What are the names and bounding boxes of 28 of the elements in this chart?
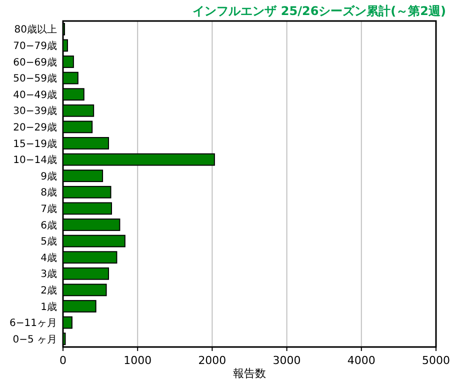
y-tick-label: 50−59歳 (13, 72, 57, 85)
y-tick-label: 20−29歳 (13, 121, 57, 134)
x-tick-label: 5000 (422, 354, 450, 367)
x-tick-label: 0 (60, 354, 66, 367)
y-tick-label: 2歳 (40, 284, 57, 296)
y-tick-label: 4歳 (40, 252, 57, 264)
y-tick-label: 1歳 (40, 300, 57, 313)
y-tick-label: 70−79歳 (13, 40, 57, 52)
x-tick-label: 1000 (124, 354, 152, 367)
y-tick-label: 15−19歳 (13, 138, 57, 150)
y-tick-label: 10−14歳 (13, 154, 57, 166)
y-tick-label: 9歳 (40, 170, 57, 182)
y-tick-label: 0−5 ヶ月 (12, 334, 57, 346)
y-tick-label: 3歳 (40, 268, 57, 280)
chart-title: インフルエンザ 25/26シーズン累計(～第2週) (192, 4, 446, 18)
y-tick-label: 6歳 (40, 219, 57, 232)
y-tick-label: 60−69歳 (13, 56, 57, 68)
x-tick-label: 2000 (198, 354, 226, 367)
y-tick-label: 80歳以上 (14, 24, 57, 36)
x-tick-label: 3000 (272, 354, 301, 367)
y-tick-label: 7歳 (40, 202, 57, 215)
y-tick-label: 8歳 (40, 186, 57, 199)
y-tick-label: 30−39歳 (13, 105, 57, 118)
y-tick-label: 40−49歳 (13, 88, 57, 101)
x-axis-title: 報告数 (233, 367, 266, 380)
y-tick-label: 6−11ヶ月 (10, 318, 57, 330)
y-tick-label: 5歳 (40, 236, 57, 248)
x-tick-label: 4000 (347, 354, 376, 367)
